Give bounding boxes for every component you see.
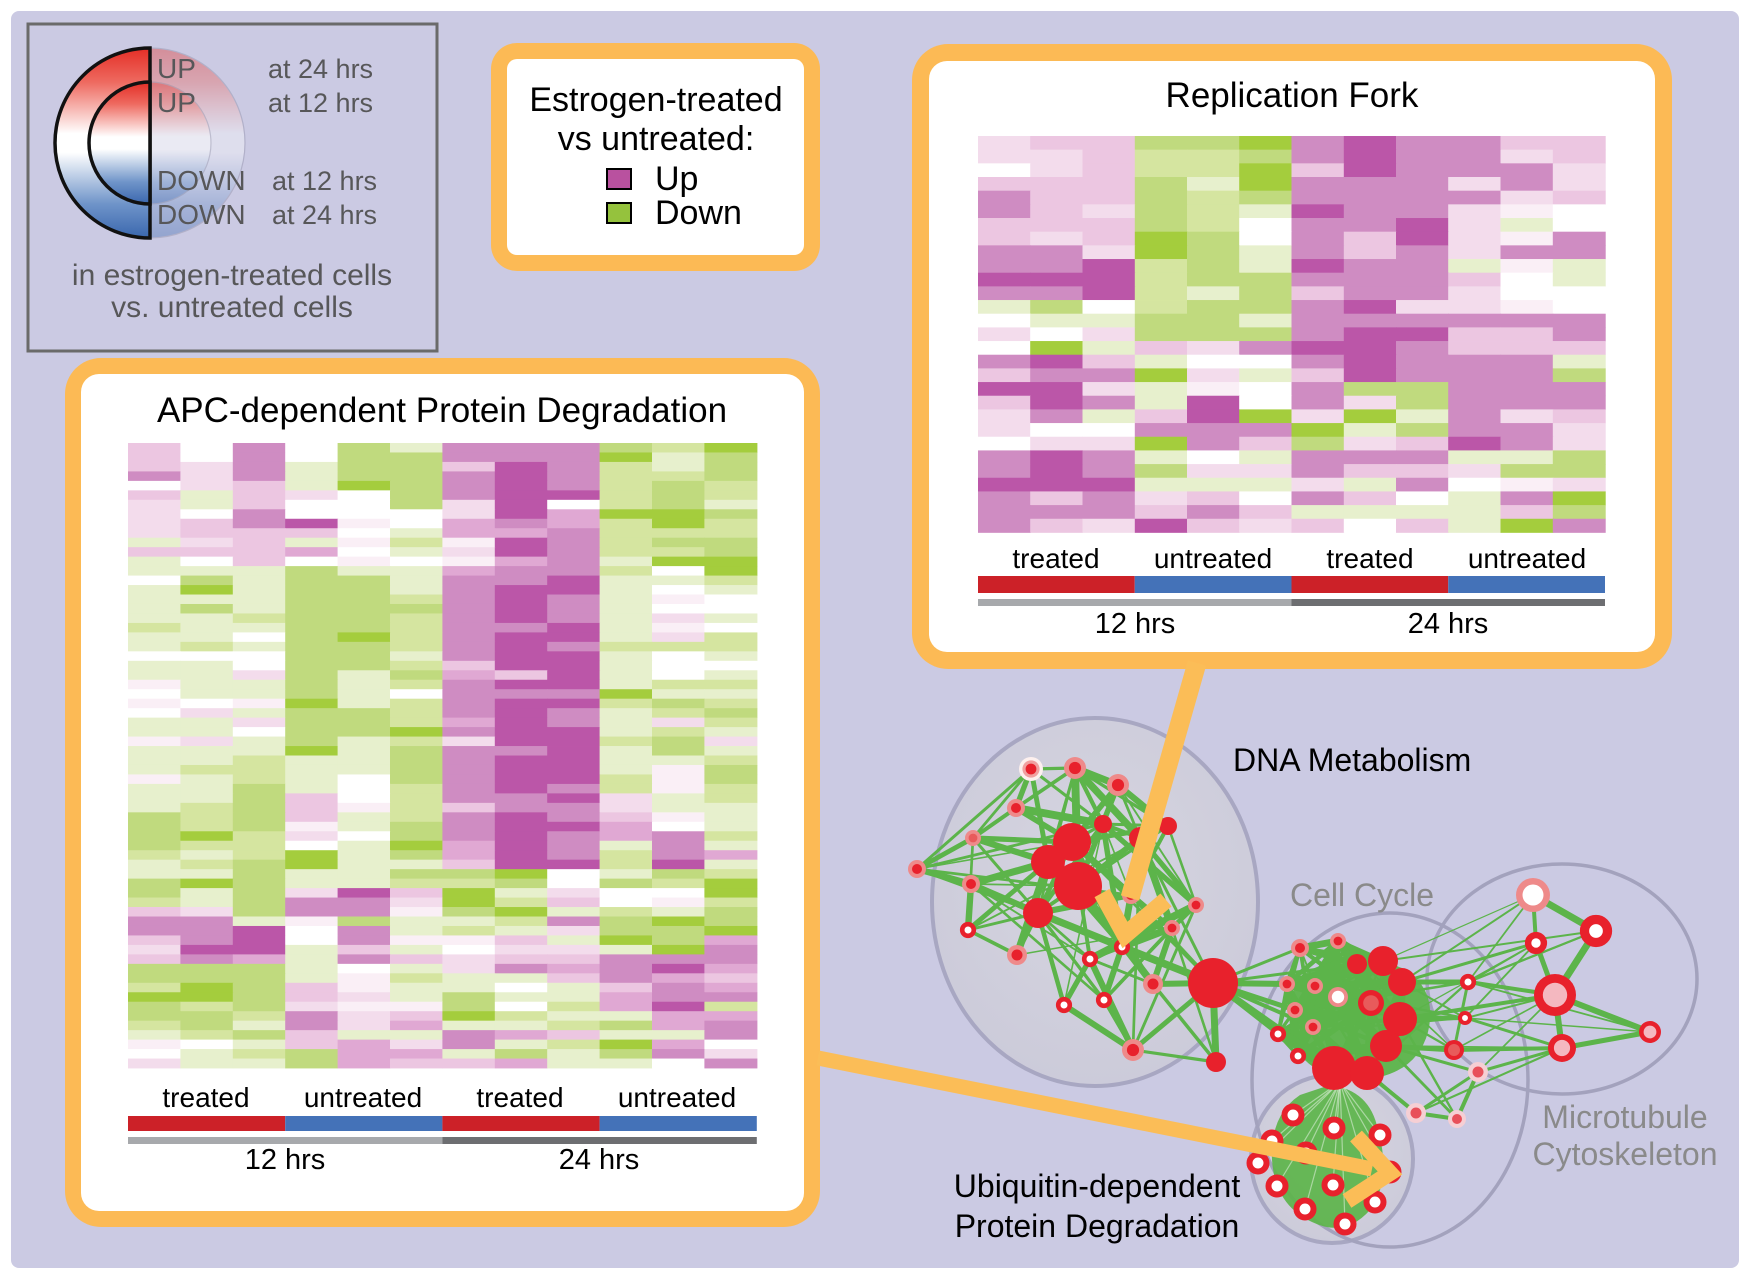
svg-text:untreated: untreated (1154, 543, 1272, 574)
svg-text:Ubiquitin-dependent: Ubiquitin-dependent (954, 1168, 1241, 1204)
svg-text:Cytoskeleton: Cytoskeleton (1533, 1136, 1718, 1172)
svg-text:Replication Fork: Replication Fork (1166, 76, 1419, 115)
svg-text:DNA Metabolism: DNA Metabolism (1233, 742, 1471, 778)
svg-text:untreated: untreated (618, 1082, 736, 1113)
svg-text:Down: Down (655, 194, 742, 232)
svg-text:UP: UP (157, 87, 196, 118)
svg-text:in estrogen-treated cells: in estrogen-treated cells (72, 259, 392, 292)
svg-text:Protein Degradation: Protein Degradation (955, 1208, 1240, 1244)
svg-text:treated: treated (476, 1082, 563, 1113)
svg-text:DOWN: DOWN (157, 165, 246, 196)
svg-text:untreated: untreated (1468, 543, 1586, 574)
svg-text:treated: treated (1012, 543, 1099, 574)
svg-text:DOWN: DOWN (157, 199, 246, 230)
svg-text:24 hrs: 24 hrs (1408, 608, 1489, 640)
svg-text:at 24 hrs: at 24 hrs (268, 54, 373, 84)
svg-text:Up: Up (655, 160, 698, 198)
svg-text:at 12 hrs: at 12 hrs (272, 166, 377, 196)
svg-text:APC-dependent Protein Degradat: APC-dependent Protein Degradation (157, 391, 727, 430)
svg-text:at 12 hrs: at 12 hrs (268, 88, 373, 118)
svg-text:12 hrs: 12 hrs (245, 1144, 326, 1176)
svg-text:vs untreated:: vs untreated: (558, 120, 755, 158)
svg-text:UP: UP (157, 53, 196, 84)
svg-text:24 hrs: 24 hrs (559, 1144, 640, 1176)
svg-text:Estrogen-treated: Estrogen-treated (529, 81, 782, 119)
svg-text:12 hrs: 12 hrs (1095, 608, 1176, 640)
svg-text:at 24 hrs: at 24 hrs (272, 200, 377, 230)
svg-text:Microtubule: Microtubule (1542, 1099, 1707, 1135)
svg-text:vs. untreated cells: vs. untreated cells (111, 291, 353, 324)
svg-text:untreated: untreated (304, 1082, 422, 1113)
svg-text:Cell Cycle: Cell Cycle (1290, 877, 1434, 913)
svg-text:treated: treated (162, 1082, 249, 1113)
svg-text:treated: treated (1326, 543, 1413, 574)
